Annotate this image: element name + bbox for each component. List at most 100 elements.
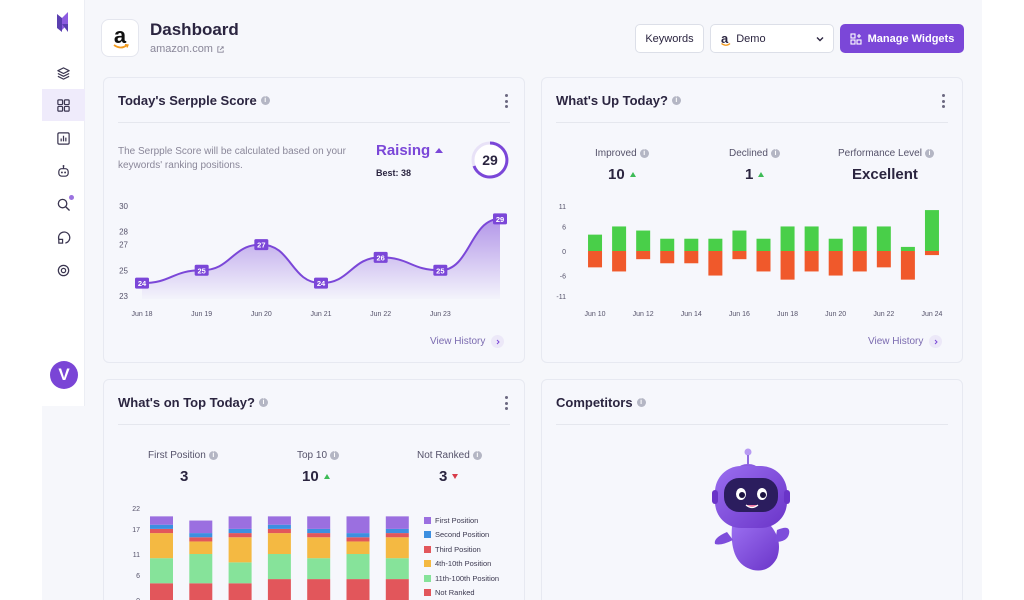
legend-label: Not Ranked: [435, 588, 475, 598]
whats-up-view-history[interactable]: View History: [868, 335, 943, 348]
legend-item[interactable]: 11th-100th Position: [424, 571, 499, 586]
stacked-bar-segment: [228, 533, 252, 538]
stacked-bar-segment: [267, 533, 291, 554]
sidebar-item-assistant[interactable]: [42, 155, 85, 187]
app-logo-icon[interactable]: [56, 10, 72, 36]
more-options-icon[interactable]: [504, 396, 508, 410]
whats-up-title: What's Up Today?: [556, 93, 668, 108]
sidebar-item-settings[interactable]: [42, 254, 85, 286]
report-icon: [57, 230, 71, 244]
project-domain[interactable]: amazon.com: [150, 43, 225, 55]
declined-kpi-value: 1: [745, 166, 765, 183]
info-icon[interactable]: i: [924, 149, 934, 158]
legend-item[interactable]: Not Ranked: [424, 586, 499, 600]
legend-item[interactable]: First Position: [424, 513, 499, 528]
data-label: 26: [376, 253, 384, 262]
sidebar-item-projects[interactable]: [42, 57, 85, 89]
more-options-icon[interactable]: [504, 94, 508, 108]
improved-bar: [636, 230, 651, 251]
external-link-icon[interactable]: [216, 45, 225, 54]
x-tick-label: Jun 16: [729, 311, 750, 318]
declined-bar: [804, 251, 819, 272]
score-area: [142, 218, 500, 299]
declined-bar: [900, 251, 915, 280]
best-label: Best:: [376, 168, 399, 178]
point-marker: [373, 251, 388, 263]
not-ranked-label: Not Ranked: [417, 450, 470, 461]
declined-label: Declined: [729, 148, 768, 159]
serpple-score-title: Today's Serpple Score: [118, 93, 257, 108]
sidebar-item-research[interactable]: [42, 188, 85, 220]
legend-swatch: [424, 574, 431, 582]
legend-item[interactable]: Second Position: [424, 528, 499, 543]
score-status-label: Raising: [376, 142, 431, 159]
domain-link[interactable]: amazon.com: [150, 43, 213, 55]
info-icon[interactable]: i: [330, 451, 340, 460]
legend-item[interactable]: 4th-10th Position: [424, 557, 499, 572]
data-label: 24: [138, 279, 147, 288]
info-icon[interactable]: i: [260, 96, 270, 105]
stacked-bar-segment: [189, 533, 213, 538]
legend-swatch: [424, 545, 431, 553]
project-select[interactable]: a Demo: [710, 24, 834, 53]
declined-bar: [756, 251, 771, 272]
declined-bar: [660, 251, 675, 264]
improved-bar: [924, 210, 939, 251]
declined-bar: [876, 251, 891, 268]
info-icon[interactable]: i: [208, 451, 218, 460]
stacked-bar-segment: [189, 583, 213, 600]
info-icon[interactable]: i: [639, 149, 649, 158]
page-title: Dashboard: [150, 20, 239, 39]
y-tick-label: -6: [560, 274, 566, 281]
declined-bar: [636, 251, 651, 260]
divider: [556, 122, 948, 123]
whats-up-card: What's Up Today? i Improved i 10 Declined…: [541, 77, 963, 363]
point-marker: [493, 213, 507, 225]
declined-bar: [612, 251, 627, 272]
y-tick-label: 27: [119, 241, 128, 250]
stacked-bar-segment: [150, 558, 173, 584]
search-icon: [57, 198, 70, 211]
performance-label: Performance Level: [838, 148, 922, 159]
project-logo: a: [101, 19, 139, 57]
robot-mascot-illustration: [712, 448, 790, 571]
x-tick-label: Jun 10: [585, 311, 606, 318]
legend-item[interactable]: Third Position: [424, 542, 499, 557]
improved-bar: [828, 238, 843, 251]
more-options-icon[interactable]: [941, 94, 945, 108]
improved-bar: [660, 238, 675, 251]
sidebar-item-reports[interactable]: [42, 221, 85, 253]
info-icon[interactable]: i: [636, 398, 646, 407]
info-icon[interactable]: i: [472, 451, 482, 460]
sidebar-item-analytics[interactable]: [42, 122, 85, 154]
stacked-bar-segment: [150, 583, 173, 600]
competitors-card: Competitors i: [541, 379, 963, 600]
improved-label: Improved: [595, 148, 637, 159]
info-icon[interactable]: i: [770, 149, 780, 158]
stacked-bar-segment: [385, 537, 409, 559]
stacked-bar-segment: [228, 516, 252, 529]
first-position-kpi-label: First Position i: [148, 450, 218, 461]
stacked-bar-segment: [346, 579, 370, 600]
first-position-value: 3: [180, 468, 189, 485]
stacked-bar-segment: [346, 541, 370, 554]
keywords-button[interactable]: Keywords: [635, 24, 704, 53]
project-logo-small: a: [721, 31, 731, 46]
user-avatar[interactable]: V: [50, 361, 78, 389]
info-icon[interactable]: i: [258, 398, 268, 407]
x-tick-label: Jun 22: [873, 311, 894, 318]
y-tick-label: 6: [136, 573, 140, 580]
info-icon[interactable]: i: [671, 96, 681, 105]
stacked-bar-segment: [189, 537, 213, 542]
dashboard-grid-icon: [57, 98, 70, 112]
point-marker: [194, 264, 209, 276]
point-marker: [254, 239, 269, 251]
manage-widgets-button[interactable]: Manage Widgets: [840, 24, 964, 53]
sidebar-item-dashboard[interactable]: [42, 89, 85, 121]
performance-kpi-value: Excellent: [852, 166, 918, 183]
y-tick-label: 30: [119, 202, 128, 211]
top10-value: 10: [302, 468, 319, 485]
score-view-history[interactable]: View History: [430, 335, 505, 348]
improved-bar: [756, 238, 771, 251]
improved-bar: [684, 238, 699, 251]
